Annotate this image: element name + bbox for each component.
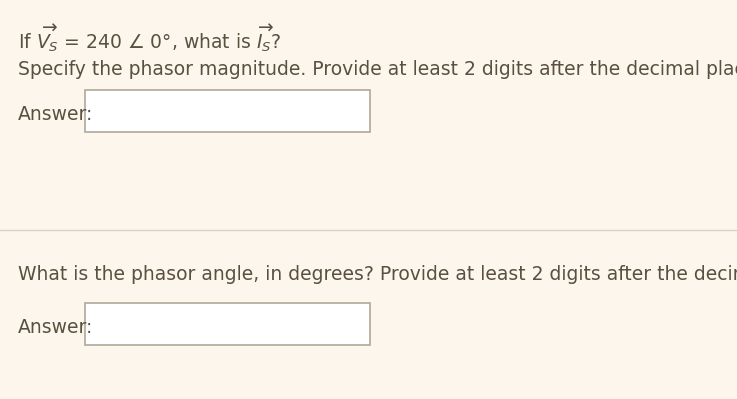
Text: What is the phasor angle, in degrees? Provide at least 2 digits after the decima: What is the phasor angle, in degrees? Pr… xyxy=(18,265,737,284)
Bar xyxy=(85,303,370,345)
Text: If $\overrightarrow{V_S}$ = 240 $\angle$ 0°, what is $\overrightarrow{I_S}$?: If $\overrightarrow{V_S}$ = 240 $\angle$… xyxy=(18,22,282,54)
Bar xyxy=(85,90,370,132)
Text: Specify the phasor magnitude. Provide at least 2 digits after the decimal place.: Specify the phasor magnitude. Provide at… xyxy=(18,60,737,79)
Text: Answer:: Answer: xyxy=(18,318,94,337)
Text: Answer:: Answer: xyxy=(18,105,94,124)
